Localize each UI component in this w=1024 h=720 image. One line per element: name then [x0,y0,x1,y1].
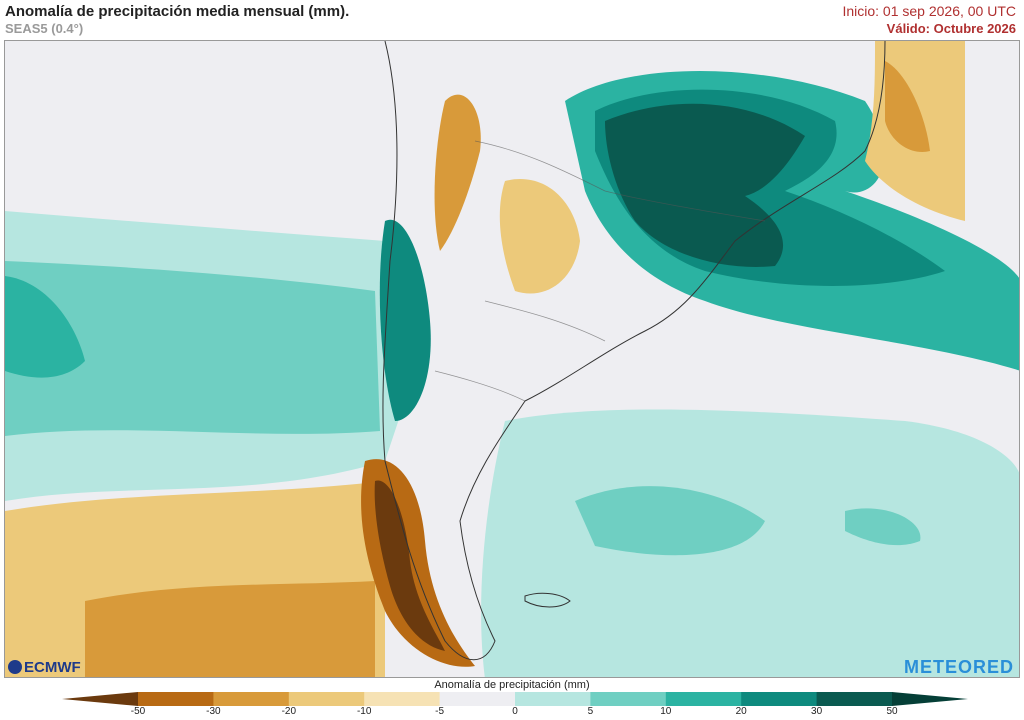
colorbar-segment [213,692,290,706]
colorbar-segment [138,692,214,706]
anomaly-field [5,261,380,436]
map-title: Anomalía de precipitación media mensual … [5,3,350,20]
colorbar-segment [62,692,138,706]
colorbar-tick-label: 20 [735,706,747,717]
ecmwf-logo-text: ECMWF [24,659,81,676]
meteored-logo: METEORED [903,657,1014,677]
precipitation-anomaly-map [4,40,1020,678]
anomaly-field [434,94,481,251]
colorbar-labels: -50 -30 -20 -10 -5 0 5 10 20 30 50 [0,706,1024,720]
colorbar-segment [590,692,667,706]
land-outline [524,592,571,608]
init-time: Inicio: 01 sep 2026, 00 UTC [842,3,1016,19]
ecmwf-logo-icon [8,660,22,674]
anomaly-field [85,581,375,677]
colorbar-tick-label: 50 [886,706,898,717]
anomaly-field [374,480,445,651]
anomaly-field [885,61,930,152]
colorbar-tick-label: 30 [811,706,823,717]
ecmwf-logo: ECMWF [8,659,81,676]
colorbar-segment [364,692,441,706]
colorbar-tick-label: -10 [356,706,372,717]
colorbar-title: Anomalía de precipitación (mm) [434,679,590,691]
anomaly-field [845,508,921,546]
model-label: SEAS5 (0.4°) [5,21,84,36]
anomaly-field [379,219,431,421]
anomaly-field [499,179,580,294]
colorbar-tick-label: -50 [130,706,146,717]
colorbar-tick-label: -5 [435,706,445,717]
colorbar-segment [288,692,365,706]
colorbar-tick-label: -30 [206,706,221,717]
land-outline [434,140,766,402]
anomaly-field [481,409,1019,677]
colorbar-segment [816,692,893,706]
colorbar-tick-label: 0 [512,706,518,717]
colorbar-segment [892,692,968,706]
colorbar-segment [515,692,591,706]
colorbar [62,692,968,706]
anomaly-field [575,486,765,556]
anomaly-field [5,276,85,378]
colorbar-segment [741,692,818,706]
land-outline [382,41,886,661]
colorbar-tick-label: -20 [281,706,297,717]
valid-time: Válido: Octubre 2026 [886,21,1016,36]
colorbar-segment [439,692,516,706]
colorbar-segment [665,692,742,706]
colorbar-tick-label: 10 [660,706,672,717]
colorbar-tick-label: 5 [587,706,594,717]
